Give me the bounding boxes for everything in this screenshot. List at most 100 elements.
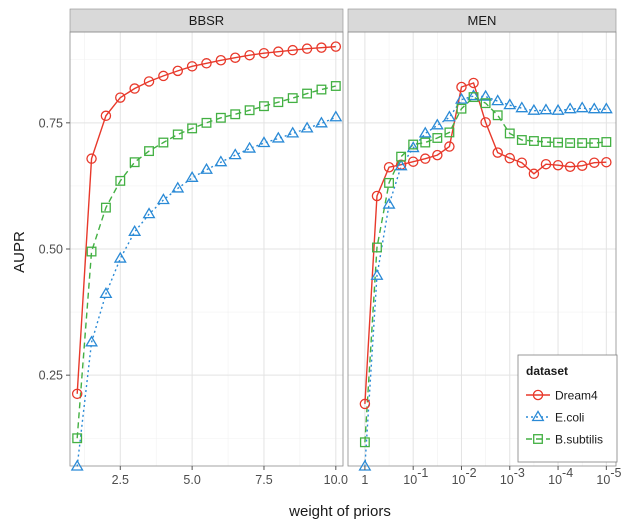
data-point-b-subtilis xyxy=(432,133,443,143)
x-axis-title: weight of priors xyxy=(288,503,391,520)
data-point-dream4 xyxy=(129,83,140,94)
data-point-e-coli xyxy=(271,131,285,143)
data-point-dream4 xyxy=(576,160,588,171)
data-point-e-coli xyxy=(503,98,517,110)
data-point-b-subtilis xyxy=(408,139,419,150)
data-point-b-subtilis xyxy=(115,175,126,186)
x-tick-label: 2.5 xyxy=(112,473,129,487)
data-point-dream4 xyxy=(504,152,516,164)
data-point-b-subtilis xyxy=(86,246,97,257)
data-point-e-coli xyxy=(418,126,432,138)
data-point-e-coli xyxy=(214,155,228,167)
data-point-b-subtilis xyxy=(187,123,198,134)
data-point-dream4 xyxy=(480,117,491,128)
data-point-dream4 xyxy=(407,156,419,167)
x-tick-label: 10.0 xyxy=(324,473,348,487)
y-tick-label: 0.75 xyxy=(39,116,63,130)
data-point-b-subtilis xyxy=(372,242,382,253)
data-point-b-subtilis xyxy=(287,93,298,104)
data-point-e-coli xyxy=(300,121,314,133)
data-point-e-coli xyxy=(370,268,384,280)
data-point-b-subtilis xyxy=(316,84,327,95)
data-point-dream4 xyxy=(444,141,455,152)
data-point-dream4 xyxy=(516,157,528,168)
data-point-e-coli xyxy=(286,126,300,138)
data-point-b-subtilis xyxy=(273,97,284,108)
data-point-b-subtilis xyxy=(601,137,612,147)
series-line-dream4 xyxy=(76,45,336,394)
legend-label-dream4: Dream4 xyxy=(555,389,598,403)
x-tick-exponent: -1 xyxy=(417,466,428,480)
x-tick-label: 10 xyxy=(596,473,610,487)
data-point-e-coli xyxy=(599,102,613,114)
data-point-b-subtilis xyxy=(456,103,467,114)
data-point-b-subtilis xyxy=(516,135,527,145)
data-point-e-coli xyxy=(491,94,505,106)
data-point-dream4 xyxy=(552,159,564,171)
data-point-b-subtilis xyxy=(577,138,588,148)
x-tick-label: 10 xyxy=(403,473,417,487)
data-point-b-subtilis xyxy=(468,92,479,103)
x-tick-label: 5.0 xyxy=(183,473,200,487)
panel-border xyxy=(347,31,617,467)
data-point-dream4 xyxy=(468,77,479,89)
data-point-dream4 xyxy=(229,52,241,63)
data-point-e-coli xyxy=(563,102,577,114)
legend-box xyxy=(517,354,618,463)
data-point-b-subtilis xyxy=(100,202,111,213)
data-point-b-subtilis xyxy=(504,128,515,139)
data-point-e-coli xyxy=(406,141,420,153)
data-point-e-coli xyxy=(575,101,589,113)
data-point-e-coli xyxy=(156,193,170,205)
data-point-dream4 xyxy=(456,81,467,93)
data-point-dream4 xyxy=(215,55,227,66)
data-point-dream4 xyxy=(201,58,212,69)
data-point-b-subtilis xyxy=(541,137,551,147)
data-point-dream4 xyxy=(564,161,576,172)
data-point-b-subtilis xyxy=(420,137,431,148)
data-point-e-coli xyxy=(257,136,271,148)
data-point-b-subtilis xyxy=(201,117,212,128)
data-point-b-subtilis xyxy=(72,433,83,444)
data-point-b-subtilis xyxy=(129,157,140,168)
data-point-dream4 xyxy=(330,41,342,52)
data-point-e-coli xyxy=(70,459,84,471)
data-point-b-subtilis xyxy=(565,138,576,148)
data-point-dream4 xyxy=(492,147,503,158)
series-line-b-subtilis xyxy=(76,85,336,439)
data-point-e-coli xyxy=(430,118,444,130)
data-point-b-subtilis xyxy=(553,137,564,148)
data-point-e-coli xyxy=(382,197,396,209)
x-tick-label: 10 xyxy=(548,473,562,487)
data-point-dream4 xyxy=(158,70,169,82)
x-tick-label: 1 xyxy=(361,473,368,487)
data-point-dream4 xyxy=(601,156,612,168)
data-point-dream4 xyxy=(371,190,383,202)
data-point-e-coli xyxy=(171,181,185,193)
data-point-dream4 xyxy=(186,61,198,72)
data-point-dream4 xyxy=(420,153,431,164)
legend-label-e-coli: E.coli xyxy=(555,411,584,425)
data-point-e-coli xyxy=(200,162,213,174)
x-tick-label: 10 xyxy=(452,473,466,487)
data-point-dream4 xyxy=(383,161,395,173)
data-point-b-subtilis xyxy=(444,127,455,138)
data-point-e-coli xyxy=(85,335,99,347)
data-point-e-coli xyxy=(515,101,529,113)
facet-strip-label: MEN xyxy=(468,13,497,28)
data-point-b-subtilis xyxy=(528,136,539,146)
legend-label-b-subtilis: B.subtilis xyxy=(555,433,603,447)
data-point-b-subtilis xyxy=(244,105,255,116)
data-point-dream4 xyxy=(244,49,255,61)
data-point-e-coli xyxy=(527,103,541,115)
data-point-b-subtilis xyxy=(259,101,269,112)
data-point-e-coli xyxy=(539,103,553,115)
data-point-b-subtilis xyxy=(589,138,600,148)
data-point-e-coli xyxy=(394,159,408,171)
data-point-b-subtilis xyxy=(480,98,491,109)
data-point-dream4 xyxy=(528,168,540,180)
legend-key-marker xyxy=(533,434,543,444)
data-point-e-coli xyxy=(185,170,199,182)
data-point-e-coli xyxy=(128,224,142,236)
data-point-dream4 xyxy=(432,149,443,161)
